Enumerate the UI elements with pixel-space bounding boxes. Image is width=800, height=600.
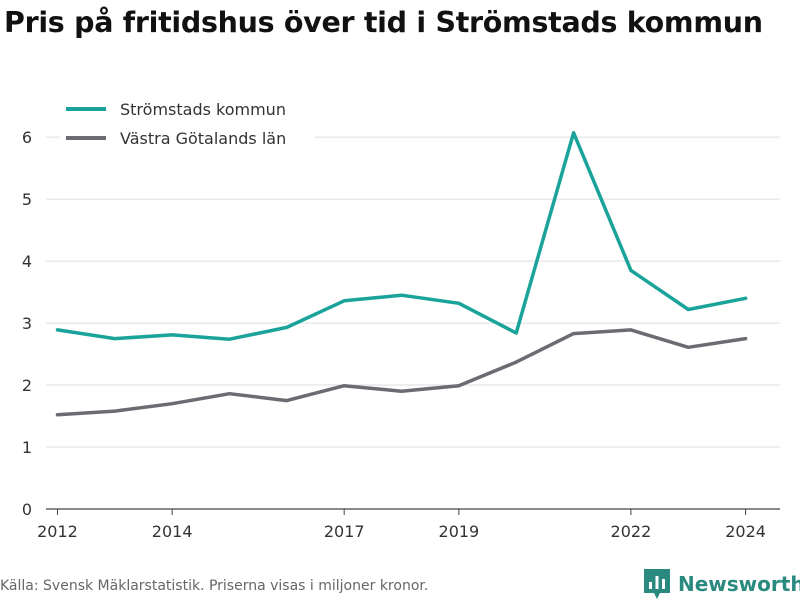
x-tick-label: 2012 <box>37 522 78 541</box>
series-line <box>55 131 748 341</box>
legend: Strömstads kommun Västra Götalands län <box>60 97 315 150</box>
data-point <box>744 296 748 300</box>
y-tick-label: 0 <box>22 500 32 519</box>
brand-name: Newsworthy <box>678 572 800 596</box>
x-tick-label: 2014 <box>152 522 193 541</box>
data-point <box>686 345 690 349</box>
bar-chart-icon <box>644 569 670 599</box>
brand: Newsworthy <box>644 569 800 599</box>
data-point <box>342 299 346 303</box>
x-tick-label: 2024 <box>725 522 766 541</box>
data-point <box>457 384 461 388</box>
data-point <box>572 131 576 135</box>
legend-label: Strömstads kommun <box>120 100 286 119</box>
series-line <box>55 328 748 417</box>
data-point <box>228 392 231 396</box>
legend-label: Västra Götalands län <box>120 129 286 148</box>
chart-title: Pris på fritidshus över tid i Strömstads… <box>4 6 763 39</box>
data-point <box>342 384 346 388</box>
data-point <box>113 337 117 341</box>
y-tick-label: 5 <box>22 190 32 209</box>
data-point <box>457 301 461 305</box>
y-tick-label: 3 <box>22 314 32 333</box>
data-point <box>629 268 633 272</box>
data-point <box>686 307 690 311</box>
data-point <box>572 332 576 336</box>
source-note: Källa: Svensk Mäklarstatistik. Priserna … <box>0 578 429 594</box>
x-tick-label: 2019 <box>439 522 480 541</box>
data-point <box>514 360 518 364</box>
data-point <box>113 409 117 413</box>
gridlines <box>46 136 780 510</box>
x-axis-ticks: 2012 2014 2017 2019 2022 2024 <box>37 509 766 541</box>
y-tick-label: 2 <box>22 376 32 395</box>
data-point <box>55 328 59 332</box>
x-tick-label: 2017 <box>324 522 365 541</box>
data-point <box>228 337 231 341</box>
data-point <box>400 293 404 297</box>
x-tick-label: 2022 <box>611 522 652 541</box>
data-point <box>55 413 59 417</box>
y-axis-ticks: 0 1 2 3 4 5 6 <box>22 128 32 519</box>
data-point <box>170 333 174 337</box>
data-point <box>170 402 174 406</box>
data-point <box>744 337 748 341</box>
data-point <box>400 389 404 393</box>
data-point <box>285 325 289 329</box>
data-point <box>629 328 633 332</box>
y-tick-label: 1 <box>22 438 32 457</box>
data-point <box>285 399 289 403</box>
y-tick-label: 6 <box>22 128 32 147</box>
y-tick-label: 4 <box>22 252 32 271</box>
series-lines <box>55 131 748 417</box>
data-point <box>514 331 518 335</box>
